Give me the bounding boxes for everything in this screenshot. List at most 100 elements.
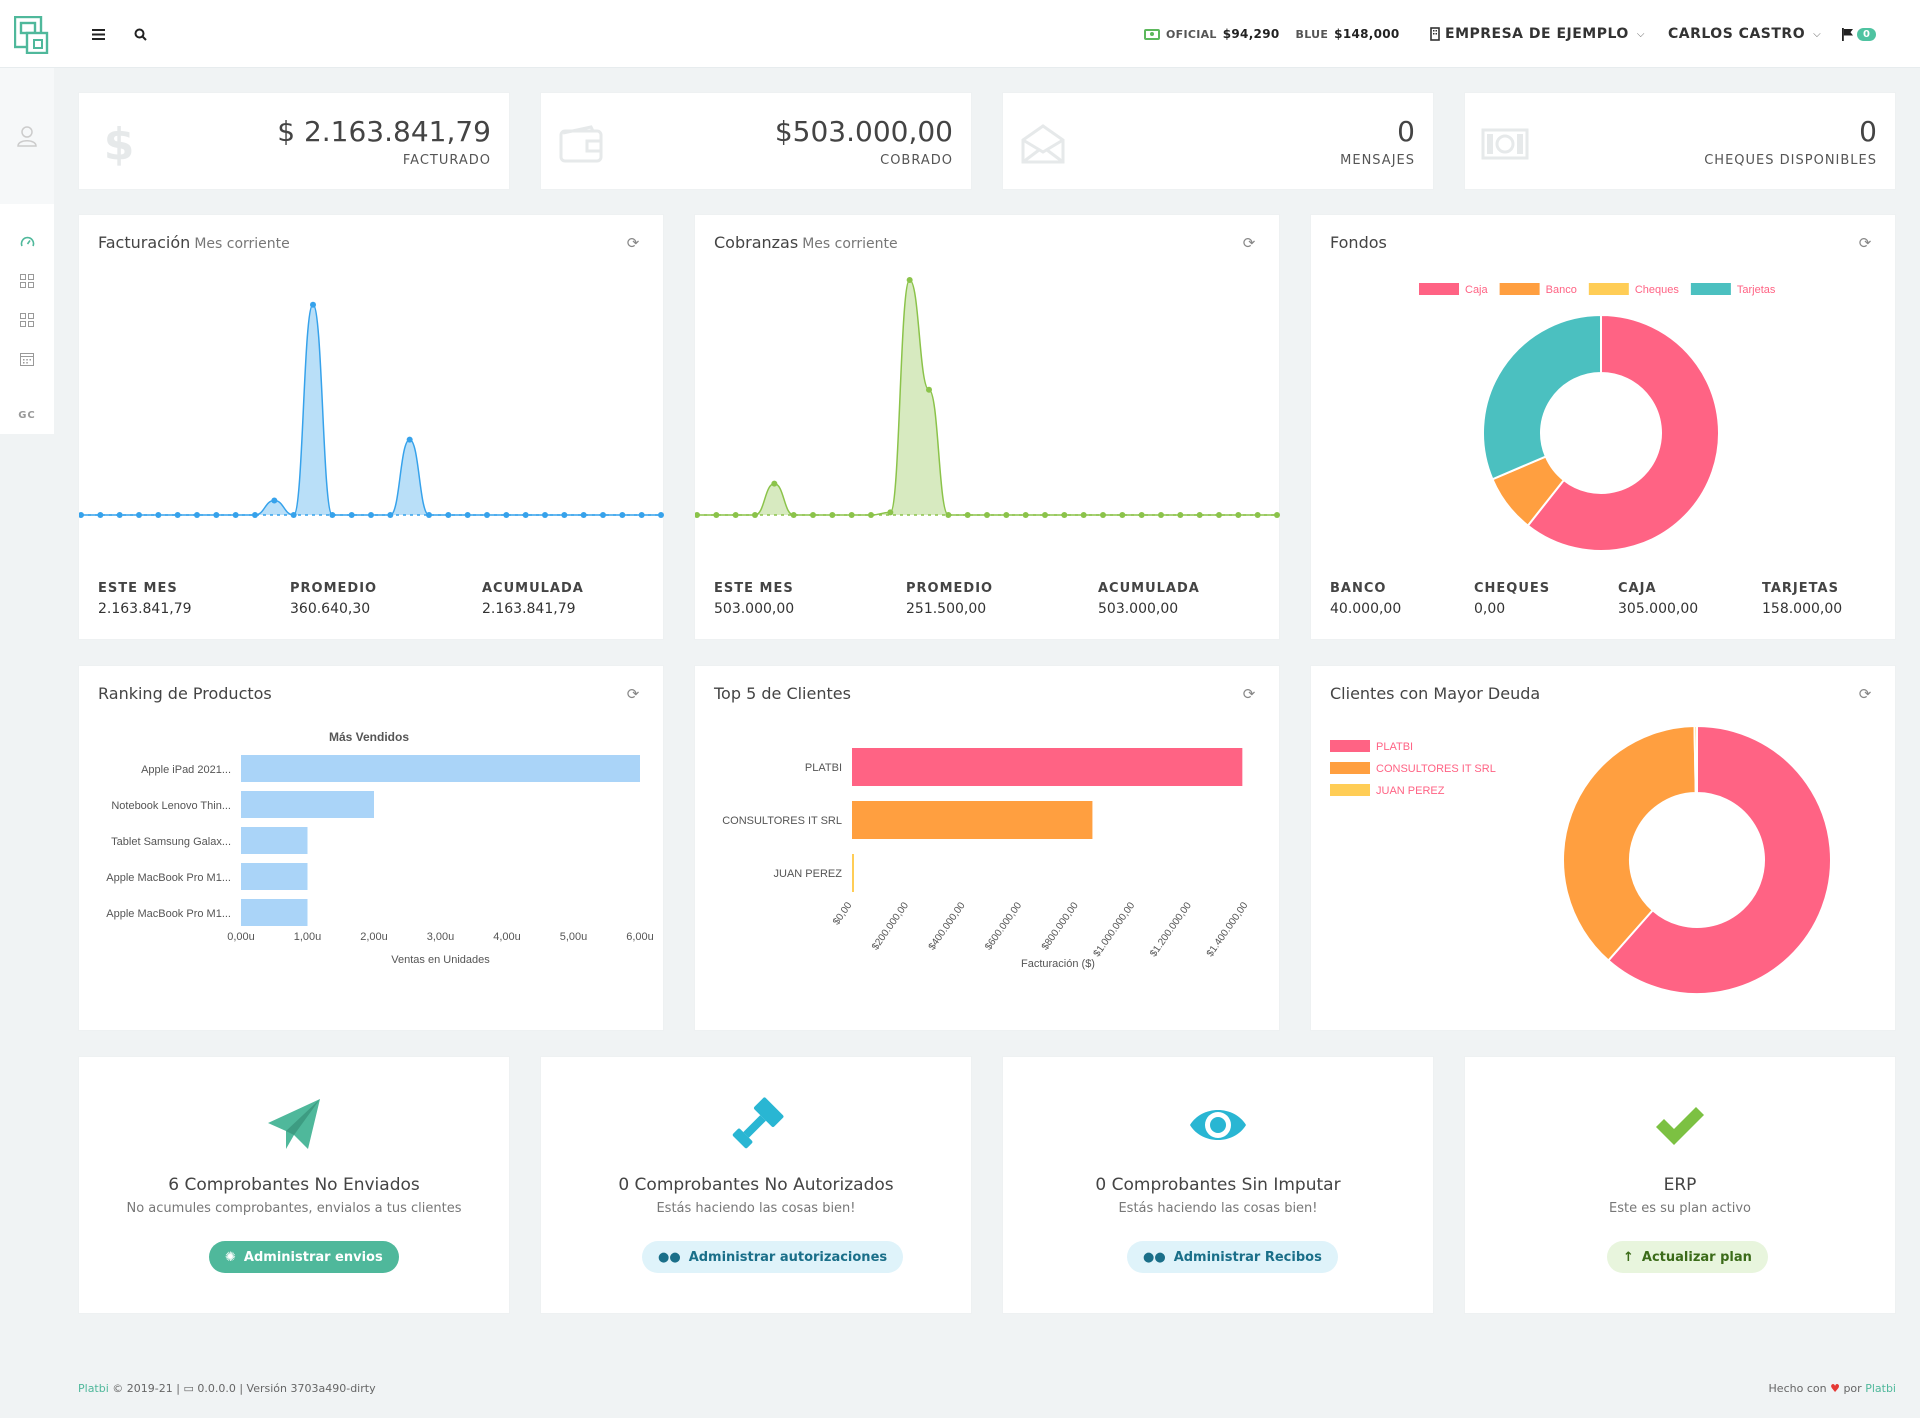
cash-icon [1144, 28, 1160, 40]
flag-icon [1842, 27, 1853, 41]
cobranzas-line [697, 279, 1277, 516]
bar [241, 791, 374, 818]
cobranzas-point [926, 386, 932, 393]
action-card-envios: 6 Comprobantes No Enviados No acumules c… [78, 1056, 510, 1314]
tick-label: 5,00u [560, 931, 588, 943]
facturacion-point [638, 512, 645, 518]
kpi-cheques: CHEQUES 0,00 [1474, 581, 1551, 617]
category-label: CONSULTORES IT SRL [722, 815, 842, 827]
chevron-down-icon: ⌵ [1813, 28, 1821, 40]
footer-brand-link[interactable]: Platbi [78, 1382, 109, 1395]
facturacion-point [232, 512, 239, 518]
action-title: ERP [1663, 1175, 1697, 1195]
facturacion-point [619, 512, 626, 518]
cobranzas-point [752, 512, 758, 518]
category-label: JUAN PEREZ [774, 868, 843, 880]
kpi-acumulada: ACUMULADA 503.000,00 [1098, 581, 1200, 617]
facturacion-point [580, 512, 587, 518]
facturacion-line [81, 303, 661, 516]
grid-icon[interactable] [17, 310, 37, 330]
cobranzas-point [695, 512, 700, 518]
facturacion-point [561, 512, 568, 518]
refresh-icon[interactable]: ⟳ [1858, 234, 1872, 252]
axis-label: Facturación ($) [1021, 958, 1095, 970]
action-title: 6 Comprobantes No Enviados [168, 1175, 420, 1195]
facturacion-point [271, 497, 278, 504]
administrar-envios-button[interactable]: ✺ Administrar envios [209, 1241, 399, 1273]
stat-value: $ 2.163.841,79 [277, 115, 491, 148]
arrow-up-icon: ↑ [1623, 1249, 1634, 1265]
facturacion-point [387, 512, 394, 518]
refresh-icon[interactable]: ⟳ [626, 685, 640, 703]
facturacion-point [329, 512, 336, 518]
legend-swatch [1330, 740, 1370, 752]
exchange-rates: OFICIAL $94,290 BLUE $148,000 [1144, 22, 1416, 46]
category-label: Tablet Samsung Galax... [111, 836, 231, 848]
stat-label: FACTURADO [402, 153, 491, 168]
legend-label: Caja [1465, 284, 1489, 296]
cobranzas-point [906, 277, 913, 284]
refresh-icon[interactable]: ⟳ [1858, 685, 1872, 703]
app-logo-icon[interactable] [14, 16, 50, 54]
dollar-icon: $ [95, 121, 143, 167]
grid-icon[interactable] [17, 271, 37, 291]
legend-label: PLATBI [1376, 741, 1413, 753]
blue-label: BLUE [1295, 27, 1329, 41]
facturacion-point [406, 436, 413, 443]
facturacion-point [464, 512, 471, 518]
action-title: 0 Comprobantes No Autorizados [618, 1175, 894, 1195]
facturacion-point [310, 301, 316, 308]
kpi-caja: CAJA 305.000,00 [1618, 581, 1699, 617]
facturacion-point [600, 512, 606, 518]
wallet-icon [557, 121, 605, 167]
search-icon[interactable] [128, 22, 152, 46]
footer-by: por [1843, 1382, 1862, 1395]
refresh-icon[interactable]: ⟳ [626, 234, 640, 252]
legend-label: CONSULTORES IT SRL [1376, 763, 1496, 775]
bar [241, 827, 308, 854]
user-dropdown[interactable]: CARLOS CASTRO ⌵ [1668, 22, 1821, 46]
paper-plane-icon [79, 1095, 509, 1155]
refresh-icon[interactable]: ⟳ [1242, 234, 1256, 252]
legend-swatch [1499, 283, 1540, 295]
facturacion-chart [79, 301, 664, 518]
action-card-recibos: 0 Comprobantes Sin Imputar Estás haciend… [1002, 1056, 1434, 1314]
fondos-chart: Caja Banco Cheques Tarjetas [1419, 283, 1776, 552]
administrar-recibos-button[interactable]: ●● Administrar Recibos [1127, 1241, 1338, 1273]
facturacion-point [252, 512, 258, 518]
facturacion-point [658, 512, 664, 518]
actualizar-plan-button[interactable]: ↑ Actualizar plan [1607, 1241, 1768, 1273]
action-subtitle: No acumules comprobantes, envialos a tus… [126, 1201, 462, 1216]
notifications-badge: 0 [1857, 27, 1877, 41]
action-card-autorizaciones: 0 Comprobantes No Autorizados Estás haci… [540, 1056, 972, 1314]
administrar-autorizaciones-button[interactable]: ●● Administrar autorizaciones [642, 1241, 904, 1273]
slice-platbi [1606, 724, 1832, 995]
calendar-icon[interactable] [17, 349, 37, 369]
stat-card-cobrado: $503.000,00 COBRADO [540, 92, 972, 190]
user-avatar[interactable] [0, 68, 54, 204]
stat-label: MENSAJES [1340, 153, 1415, 168]
category-label: Apple MacBook Pro M1... [106, 872, 231, 884]
legend-label: Banco [1546, 284, 1577, 296]
cobranzas-point [1119, 512, 1126, 518]
legend-swatch [1419, 283, 1459, 295]
menu-toggle-icon[interactable] [86, 22, 110, 46]
bar [241, 863, 308, 890]
panel-title: Ranking de Productos [98, 684, 272, 703]
footer-right: Hecho con ♥ por Platbi [1769, 1382, 1896, 1395]
cobranzas-point [1274, 512, 1280, 518]
dashboard-icon[interactable] [17, 232, 37, 252]
users-icon: ●● [658, 1249, 681, 1265]
cobranzas-point [1254, 512, 1261, 518]
stat-card-mensajes: 0 MENSAJES [1002, 92, 1434, 190]
cobranzas-point [1138, 512, 1145, 518]
tick-label: 4,00u [493, 931, 521, 943]
sidebar-gc-label[interactable]: GC [18, 410, 36, 421]
gavel-icon [541, 1095, 971, 1155]
notifications-button[interactable]: 0 [1842, 22, 1877, 46]
footer-by-brand[interactable]: Platbi [1865, 1382, 1896, 1395]
company-dropdown[interactable]: EMPRESA DE EJEMPLO ⌵ [1430, 22, 1645, 46]
legend-swatch [1330, 762, 1370, 774]
tick-label: $1.400.000,00 [1205, 900, 1251, 959]
refresh-icon[interactable]: ⟳ [1242, 685, 1256, 703]
